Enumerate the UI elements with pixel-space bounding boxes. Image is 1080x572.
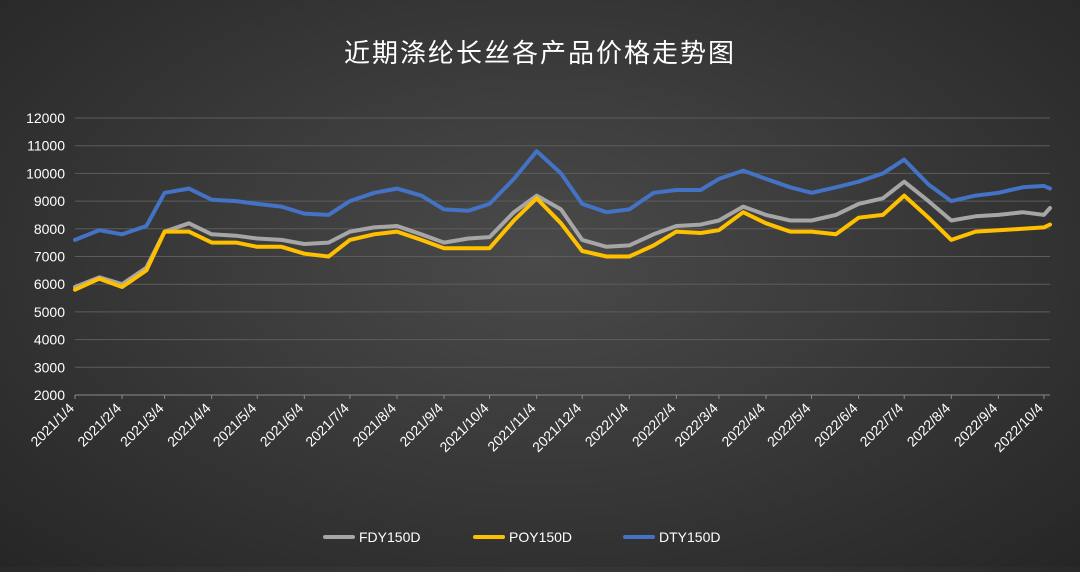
legend-label: POY150D: [509, 529, 572, 545]
y-tick-label: 8000: [34, 221, 65, 237]
x-tick-label: 2022/1/4: [582, 400, 632, 450]
y-tick-label: 7000: [34, 249, 65, 265]
y-tick-label: 12000: [26, 110, 65, 126]
series-line-fdy150d: [73, 179, 1052, 289]
x-tick-label: 2021/1/4: [27, 400, 77, 450]
y-tick-label: 10000: [26, 165, 65, 181]
x-tick-label: 2022/8/4: [904, 400, 954, 450]
x-tick-label: 2021/4/4: [164, 400, 214, 450]
y-tick-label: 4000: [34, 332, 65, 348]
x-tick-label: 2021/10/4: [436, 400, 492, 456]
chart-title: 近期涤纶长丝各产品价格走势图: [344, 38, 736, 68]
legend-label: DTY150D: [659, 529, 720, 545]
y-tick-label: 3000: [34, 359, 65, 375]
y-tick-label: 11000: [27, 138, 65, 154]
y-tick-label: 2000: [34, 387, 65, 403]
x-tick-label: 2021/6/4: [257, 400, 307, 450]
legend-label: FDY150D: [359, 529, 420, 545]
x-tick-label: 2021/12/4: [529, 400, 585, 456]
x-tick-label: 2021/3/4: [117, 400, 167, 450]
x-tick-label: 2021/7/4: [302, 400, 352, 450]
x-tick-label: 2022/7/4: [856, 400, 906, 450]
x-tick-label: 2021/2/4: [74, 400, 124, 450]
y-tick-label: 9000: [34, 193, 65, 209]
series-line-dty150d: [73, 149, 1052, 242]
x-tick-label: 2022/5/4: [764, 400, 814, 450]
series-lines: [73, 149, 1052, 292]
x-tick-label: 2022/6/4: [811, 400, 861, 450]
series-line-poy150d: [73, 193, 1052, 292]
x-tick-label: 2021/5/4: [210, 400, 260, 450]
x-tick-label: 2021/8/4: [349, 400, 399, 450]
x-tick-label: 2022/10/4: [991, 400, 1047, 456]
x-tick-label: 2022/4/4: [718, 400, 768, 450]
legend: FDY150D POY150D DTY150D: [323, 529, 720, 545]
axes: 2000 3000 4000 5000 6000 7000 8000 9000 10000 110…: [26, 110, 1046, 455]
x-tick-label: 2022/2/4: [629, 400, 679, 450]
y-tick-label: 6000: [34, 276, 65, 292]
x-tick-label: 2022/3/4: [671, 400, 721, 450]
y-tick-label: 5000: [34, 304, 65, 320]
